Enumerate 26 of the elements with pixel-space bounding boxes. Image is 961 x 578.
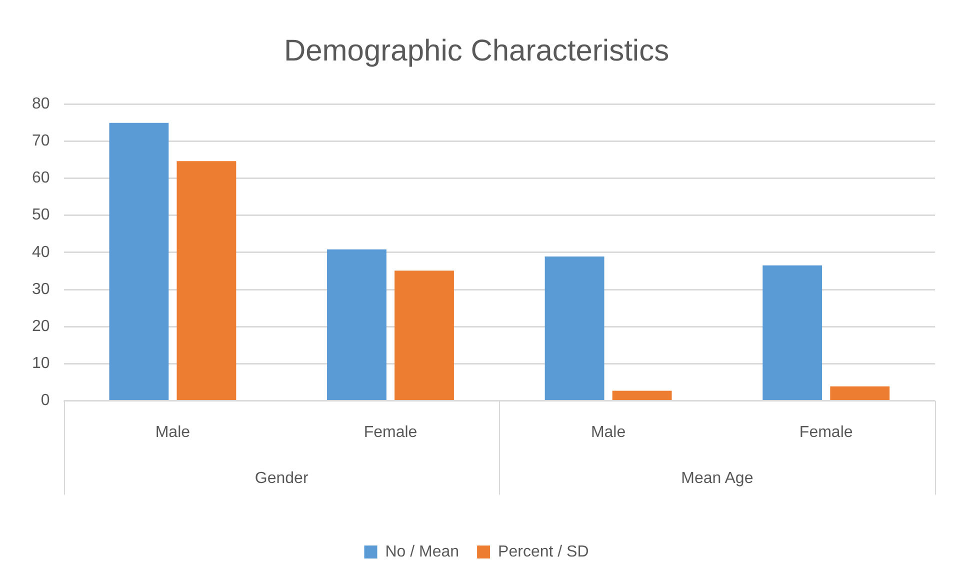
x-tick-label: Male bbox=[590, 424, 626, 441]
y-tick-label: 0 bbox=[40, 392, 50, 410]
bar bbox=[830, 386, 890, 400]
y-tick-label: 50 bbox=[32, 206, 50, 224]
chart-title: Demographic Characteristics bbox=[284, 34, 670, 68]
text: Gender bbox=[254, 470, 309, 488]
y-tick-label: 80 bbox=[32, 95, 50, 112]
legend-label: No / Mean bbox=[385, 543, 460, 560]
bar bbox=[612, 390, 672, 400]
bar bbox=[109, 122, 169, 400]
bar bbox=[176, 161, 236, 400]
text: Mean Age bbox=[681, 470, 754, 488]
y-tick-label: 60 bbox=[32, 170, 50, 187]
bar bbox=[762, 265, 822, 400]
y-tick-label: 30 bbox=[32, 280, 50, 298]
y-tick-label: 20 bbox=[32, 318, 50, 336]
y-tick-label: 40 bbox=[32, 244, 50, 261]
bar bbox=[394, 270, 454, 400]
x-tick-label: Female bbox=[364, 424, 418, 441]
bar bbox=[544, 256, 604, 400]
y-tick-label: 10 bbox=[32, 355, 50, 372]
bar bbox=[327, 249, 386, 400]
x-tick-label: Female bbox=[799, 424, 853, 441]
x-tick-label: Male bbox=[155, 424, 190, 441]
y-tick-label: 70 bbox=[32, 132, 50, 150]
legend-label: Percent / SD bbox=[498, 543, 589, 560]
